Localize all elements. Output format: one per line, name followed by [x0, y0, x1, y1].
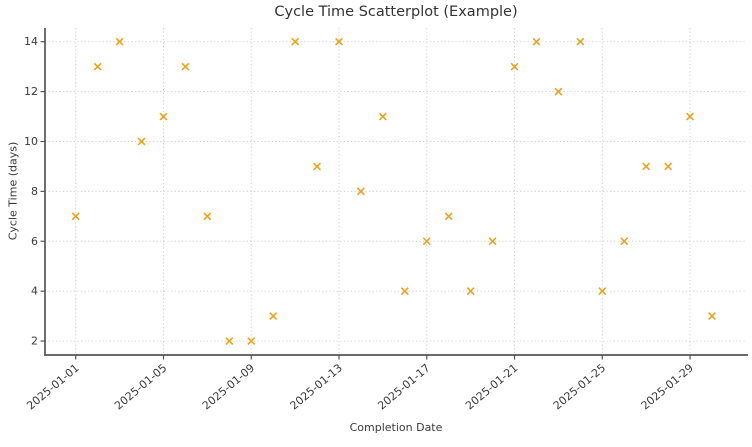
data-point-marker — [269, 312, 278, 321]
y-tick-label: 8 — [31, 185, 38, 198]
data-point-marker — [488, 237, 497, 246]
x-tick-label: 2025-01-01 — [24, 361, 81, 412]
x-tick-label: 2025-01-29 — [639, 361, 696, 412]
x-tick-label: 2025-01-05 — [112, 361, 169, 412]
y-tick-label: 4 — [31, 285, 38, 298]
y-tick-label: 6 — [31, 235, 38, 248]
data-point-marker — [115, 37, 124, 46]
y-tick-label: 10 — [24, 135, 38, 148]
x-axis-label: Completion Date — [349, 421, 443, 434]
data-point-marker — [642, 162, 651, 171]
data-point-marker — [620, 237, 629, 246]
data-point-marker — [159, 112, 168, 121]
data-point-marker — [400, 287, 409, 296]
data-point-marker — [378, 112, 387, 121]
data-point-marker — [137, 137, 146, 146]
x-tick-label: 2025-01-21 — [463, 361, 520, 412]
data-point-marker — [313, 162, 322, 171]
x-tick-label: 2025-01-13 — [288, 361, 345, 412]
data-point-marker — [247, 337, 256, 345]
data-point-marker — [510, 62, 519, 71]
data-point-marker — [225, 337, 234, 345]
data-point-marker — [203, 212, 212, 221]
y-tick-label: 14 — [24, 35, 38, 48]
data-point-marker — [93, 62, 102, 71]
data-point-marker — [576, 37, 585, 46]
y-tick-label: 2 — [31, 335, 38, 348]
x-tick-label: 2025-01-25 — [551, 361, 608, 412]
data-point-marker — [422, 237, 431, 246]
data-point-marker — [335, 37, 343, 46]
data-point-marker — [664, 162, 673, 171]
data-point-marker — [71, 212, 80, 221]
data-point-marker — [356, 187, 365, 196]
data-point-marker — [708, 312, 716, 321]
data-point-marker — [444, 212, 453, 221]
y-tick-label: 12 — [24, 85, 38, 98]
x-tick-label: 2025-01-09 — [200, 361, 257, 412]
data-point-marker — [466, 287, 475, 296]
x-tick-label: 2025-01-17 — [375, 361, 432, 412]
data-point-marker — [181, 62, 190, 71]
data-point-marker — [686, 112, 695, 121]
chart-title: Cycle Time Scatterplot (Example) — [274, 4, 518, 20]
data-point-marker — [554, 87, 563, 96]
data-point-marker — [598, 287, 607, 296]
data-point-marker — [532, 37, 541, 46]
data-point-marker — [291, 37, 300, 46]
